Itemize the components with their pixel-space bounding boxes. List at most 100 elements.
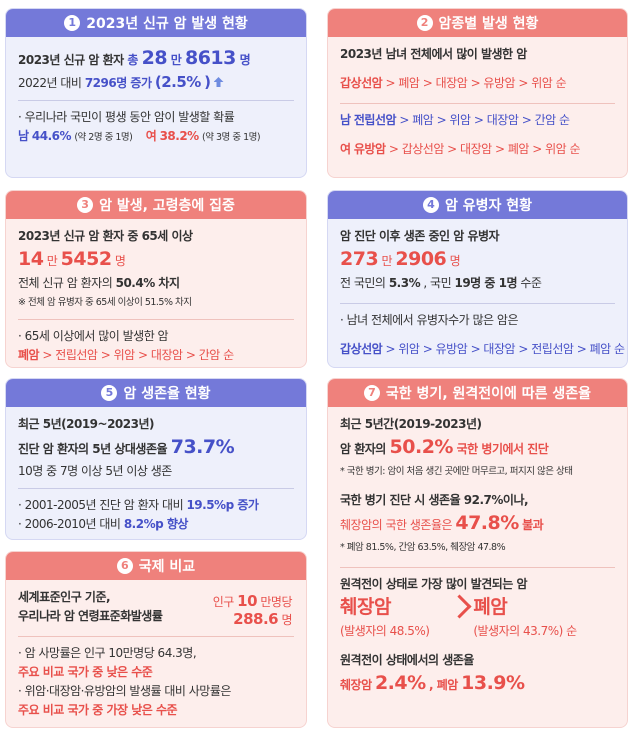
card-number: 1 bbox=[64, 15, 81, 31]
text-line: 2023년 신규 암 환자 총 28 만 8613 명 bbox=[18, 45, 294, 73]
text-line: 진단 암 환자의 5년 상대생존율 73.7% bbox=[18, 434, 294, 462]
text-segment: 수준 bbox=[520, 276, 542, 290]
text-segment: ) bbox=[204, 73, 223, 91]
text-segment: 2906 bbox=[395, 248, 447, 270]
text-line: · 남녀 전체에서 유병자수가 많은 암은 bbox=[340, 303, 615, 330]
text-segment: 전립선암 bbox=[353, 113, 397, 127]
text-segment: 총 bbox=[127, 53, 138, 67]
text-segment: 288.6 bbox=[233, 610, 279, 628]
text-segment: · 우리나라 국민이 평생 동안 암이 발생할 확률 bbox=[18, 110, 235, 124]
text-segment: 10명 중 7명 이상 5년 이상 생존 bbox=[18, 464, 172, 478]
text-line: 2023년 남녀 전체에서 많이 발생한 암 bbox=[340, 45, 615, 64]
text-line: 원격전이 상태로 가장 많이 발견되는 암 bbox=[340, 567, 615, 594]
text-line: · 암 사망률은 인구 10만명당 64.3명, bbox=[18, 636, 294, 663]
card-body: 최근 5년(2019~2023년) 진단 암 환자의 5년 상대생존율 73.7%… bbox=[6, 407, 306, 539]
card-header: 6 국제 비교 bbox=[6, 552, 306, 580]
text-segment: > 갑상선암 > 대장암 > 폐암 > 위암 순 bbox=[388, 142, 581, 156]
text-segment: 주요 비교 국가 중 낮은 수준 bbox=[18, 665, 153, 679]
card-title: 암 발생, 고령층에 집중 bbox=[99, 198, 235, 214]
text-segment: 암 진단 이후 생존 중인 암 유병자 bbox=[340, 229, 500, 243]
text-segment: 28 bbox=[141, 47, 168, 69]
text-segment: 세계표준인구 기준, bbox=[18, 590, 111, 604]
text-segment: 암 환자의 bbox=[340, 442, 386, 456]
text-line: 남 전립선암 > 폐암 > 위암 > 대장암 > 간암 순 bbox=[340, 103, 615, 130]
card: 3 암 발생, 고령층에 집중 2023년 신규 암 환자 중 65세 이상 14 만… bbox=[5, 190, 307, 368]
card-header: 7 국한 병기, 원격전이에 따른 생존율 bbox=[328, 379, 627, 407]
card-body: 최근 5년간(2019-2023년) 암 환자의 50.2% 국한 병기에서 진단… bbox=[328, 407, 627, 706]
text-line: 여 유방암 > 갑상선암 > 대장암 > 폐암 > 위암 순 bbox=[340, 140, 615, 159]
text-segment: (발생자의 43.7%) 순 bbox=[473, 624, 577, 638]
text-segment: 명 bbox=[449, 254, 461, 268]
text-segment: 50.2% bbox=[389, 436, 454, 458]
text-line: 전 국민의 5.3% , 국민 19명 중 1명 수준 bbox=[340, 274, 615, 293]
text-segment: > 폐암 > 대장암 > 유방암 > 위암 순 bbox=[385, 76, 567, 90]
card-header: 3 암 발생, 고령층에 집중 bbox=[6, 191, 306, 219]
card-header: 1 2023년 신규 암 발생 현황 bbox=[6, 9, 306, 37]
text-segment: 여 bbox=[340, 142, 351, 156]
card-number: 7 bbox=[363, 385, 380, 401]
text-segment: 8.2%p 향상 bbox=[123, 517, 189, 531]
text-segment: 47.8% bbox=[455, 512, 519, 534]
text-segment: · 암 사망률은 인구 10만명당 64.3명, bbox=[18, 646, 197, 660]
text-segment: 2022년 대비 bbox=[18, 76, 82, 90]
text-line: 국한 병기 진단 시 생존율 92.7%이나, bbox=[340, 491, 615, 510]
text-line: 2023년 신규 암 환자 중 65세 이상 bbox=[18, 227, 294, 246]
text-line: 갑상선암 > 폐암 > 대장암 > 유방암 > 위암 순 bbox=[340, 74, 615, 93]
card: 4 암 유병자 현황 암 진단 이후 생존 중인 암 유병자 273 만 2906 명… bbox=[327, 190, 628, 368]
text-segment: 2.4% bbox=[374, 672, 426, 694]
text-segment: > 폐암 > 위암 > 대장암 > 간암 순 bbox=[399, 113, 570, 127]
text-line: 14 만 5452 명 bbox=[18, 246, 294, 274]
text-segment: 주요 비교 국가 중 가장 낮은 수준 bbox=[18, 703, 178, 717]
text-line: · 2001-2005년 진단 암 환자 대비 19.5%p 증가 bbox=[18, 488, 294, 515]
text-segment: 명 bbox=[239, 53, 251, 67]
text-segment: 갑상선암 bbox=[340, 342, 383, 356]
text-segment: 국한 병기 진단 시 생존율 92.7%이나, bbox=[340, 493, 529, 507]
text-segment: 국한 병기에서 진단 bbox=[456, 442, 549, 456]
text-segment: ※ 전체 암 유병자 중 65세 이상이 51.5% 차지 bbox=[18, 297, 192, 308]
text-segment: 원격전이 상태로 가장 많이 발견되는 암 bbox=[340, 577, 528, 591]
text-segment: 13.9% bbox=[461, 672, 525, 694]
card-title: 암 유병자 현황 bbox=[444, 198, 533, 214]
card: 5 암 생존율 현황 최근 5년(2019~2023년) 진단 암 환자의 5년 상대… bbox=[5, 378, 307, 540]
text-line: ※ 전체 암 유병자 중 65세 이상이 51.5% 차지 bbox=[18, 293, 294, 312]
text-segment: (약 3명 중 1명) bbox=[202, 132, 261, 143]
text-segment: 44.6% bbox=[31, 129, 72, 143]
text-line: 2022년 대비 7296명 증가 (2.5% ) bbox=[18, 73, 294, 93]
text-segment: 19명 중 1명 bbox=[454, 276, 517, 290]
text-segment: , 폐암 bbox=[428, 678, 458, 692]
text-segment: 췌장암의 국한 생존율은 bbox=[340, 518, 453, 532]
text-segment: 전 국민의 bbox=[340, 276, 386, 290]
text-line: · 위암·대장암·유방암의 발생률 대비 사망률은 bbox=[18, 682, 294, 701]
text-segment: 2023년 신규 암 환자 bbox=[18, 53, 124, 67]
card-title: 국제 비교 bbox=[138, 559, 196, 575]
text-segment: 인구 bbox=[212, 595, 235, 609]
text-segment: 유방암 bbox=[353, 142, 386, 156]
text-line: (발생자의 48.5%) (발생자의 43.7%) 순 bbox=[340, 622, 615, 641]
text-line: 273 만 2906 명 bbox=[340, 246, 615, 274]
text-segment: · 65세 이상에서 많이 발생한 암 bbox=[18, 329, 169, 343]
text-segment: (2.5% bbox=[154, 73, 201, 91]
text-segment: · 남녀 전체에서 유병자수가 많은 암은 bbox=[340, 313, 519, 327]
card-title: 암 생존율 현황 bbox=[123, 386, 211, 402]
text-line: 원격전이 상태에서의 생존율 bbox=[340, 651, 615, 670]
text-segment: 전체 신규 암 환자의 bbox=[18, 276, 113, 290]
card-title: 국한 병기, 원격전이에 따른 생존율 bbox=[385, 386, 592, 402]
text-segment: 진단 암 환자의 5년 상대생존율 bbox=[18, 442, 168, 456]
text-line: 췌장암의 국한 생존율은 47.8% 불과 bbox=[340, 510, 615, 538]
text-line: 10명 중 7명 이상 5년 이상 생존 bbox=[18, 462, 294, 481]
text-line: · 65세 이상에서 많이 발생한 암 bbox=[18, 319, 294, 346]
text-segment: · 2006-2010년 대비 bbox=[18, 517, 121, 531]
text-segment: · 2001-2005년 진단 암 환자 대비 bbox=[18, 498, 184, 512]
text-segment: 19.5%p 증가 bbox=[186, 498, 259, 512]
text-segment: 만 bbox=[381, 254, 393, 268]
text-line: 폐암 > 전립선암 > 위암 > 대장암 > 간암 순 bbox=[18, 346, 294, 365]
text-line: 최근 5년간(2019-2023년) bbox=[340, 415, 615, 434]
text-segment: 췌장암 bbox=[340, 596, 391, 618]
text-line: · 2006-2010년 대비 8.2%p 향상 bbox=[18, 515, 294, 534]
text-line: 암 진단 이후 생존 중인 암 유병자 bbox=[340, 227, 615, 246]
text-segment: * 국한 병기: 암이 처음 생긴 곳에만 머무르고, 퍼지지 않은 상태 bbox=[340, 466, 573, 477]
text-segment: 8613 bbox=[184, 47, 236, 69]
